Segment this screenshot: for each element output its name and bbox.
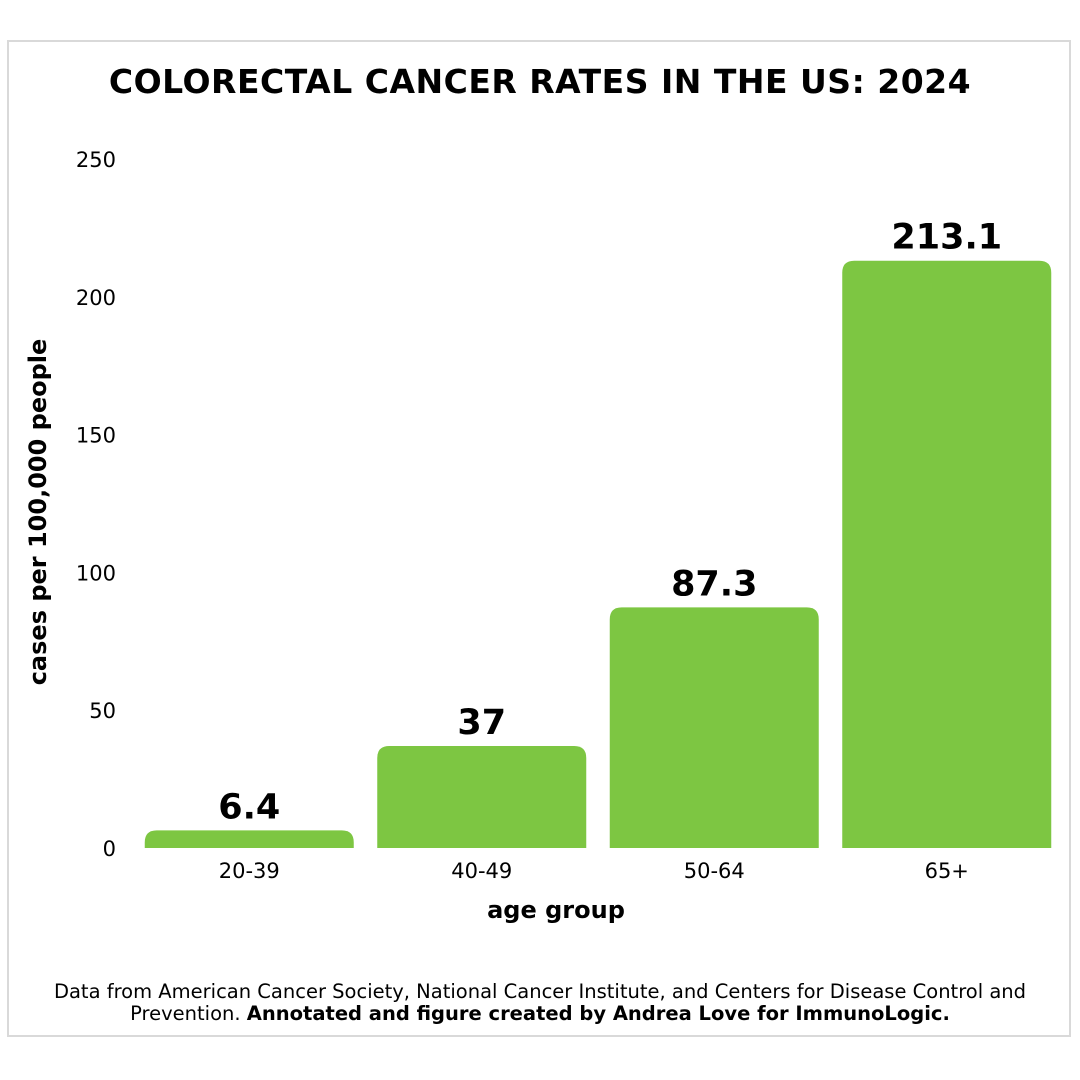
y-tick-label: 0 <box>103 837 116 861</box>
bar-value-label: 213.1 <box>891 218 1002 258</box>
chart-title: COLORECTAL CANCER RATES IN THE US: 2024 <box>108 62 972 101</box>
x-tick-label: 40-49 <box>451 859 512 883</box>
x-tick-label: 65+ <box>925 859 969 883</box>
bar-value-label: 37 <box>457 703 506 743</box>
bar-value-label: 87.3 <box>671 564 757 604</box>
source-note: Data from American Cancer Society, Natio… <box>0 981 1080 1025</box>
y-tick-label: 250 <box>76 148 116 172</box>
source-credit: Annotated and figure created by Andrea L… <box>246 1002 950 1025</box>
source-text: Data from American Cancer Society, Natio… <box>53 980 1027 1025</box>
bar <box>377 746 587 848</box>
bar-value-label: 6.4 <box>218 787 280 827</box>
x-axis-label: age group <box>487 896 625 924</box>
x-tick-label: 20-39 <box>219 859 280 883</box>
y-tick-label: 50 <box>89 699 116 723</box>
x-tick-label: 50-64 <box>684 859 745 883</box>
y-tick-label: 150 <box>76 424 116 448</box>
bar <box>144 830 354 848</box>
y-tick-label: 200 <box>76 286 116 310</box>
y-axis-label: cases per 100,000 people <box>24 338 52 686</box>
bar <box>842 260 1052 848</box>
y-tick-label: 100 <box>76 561 116 585</box>
bar <box>609 607 819 848</box>
